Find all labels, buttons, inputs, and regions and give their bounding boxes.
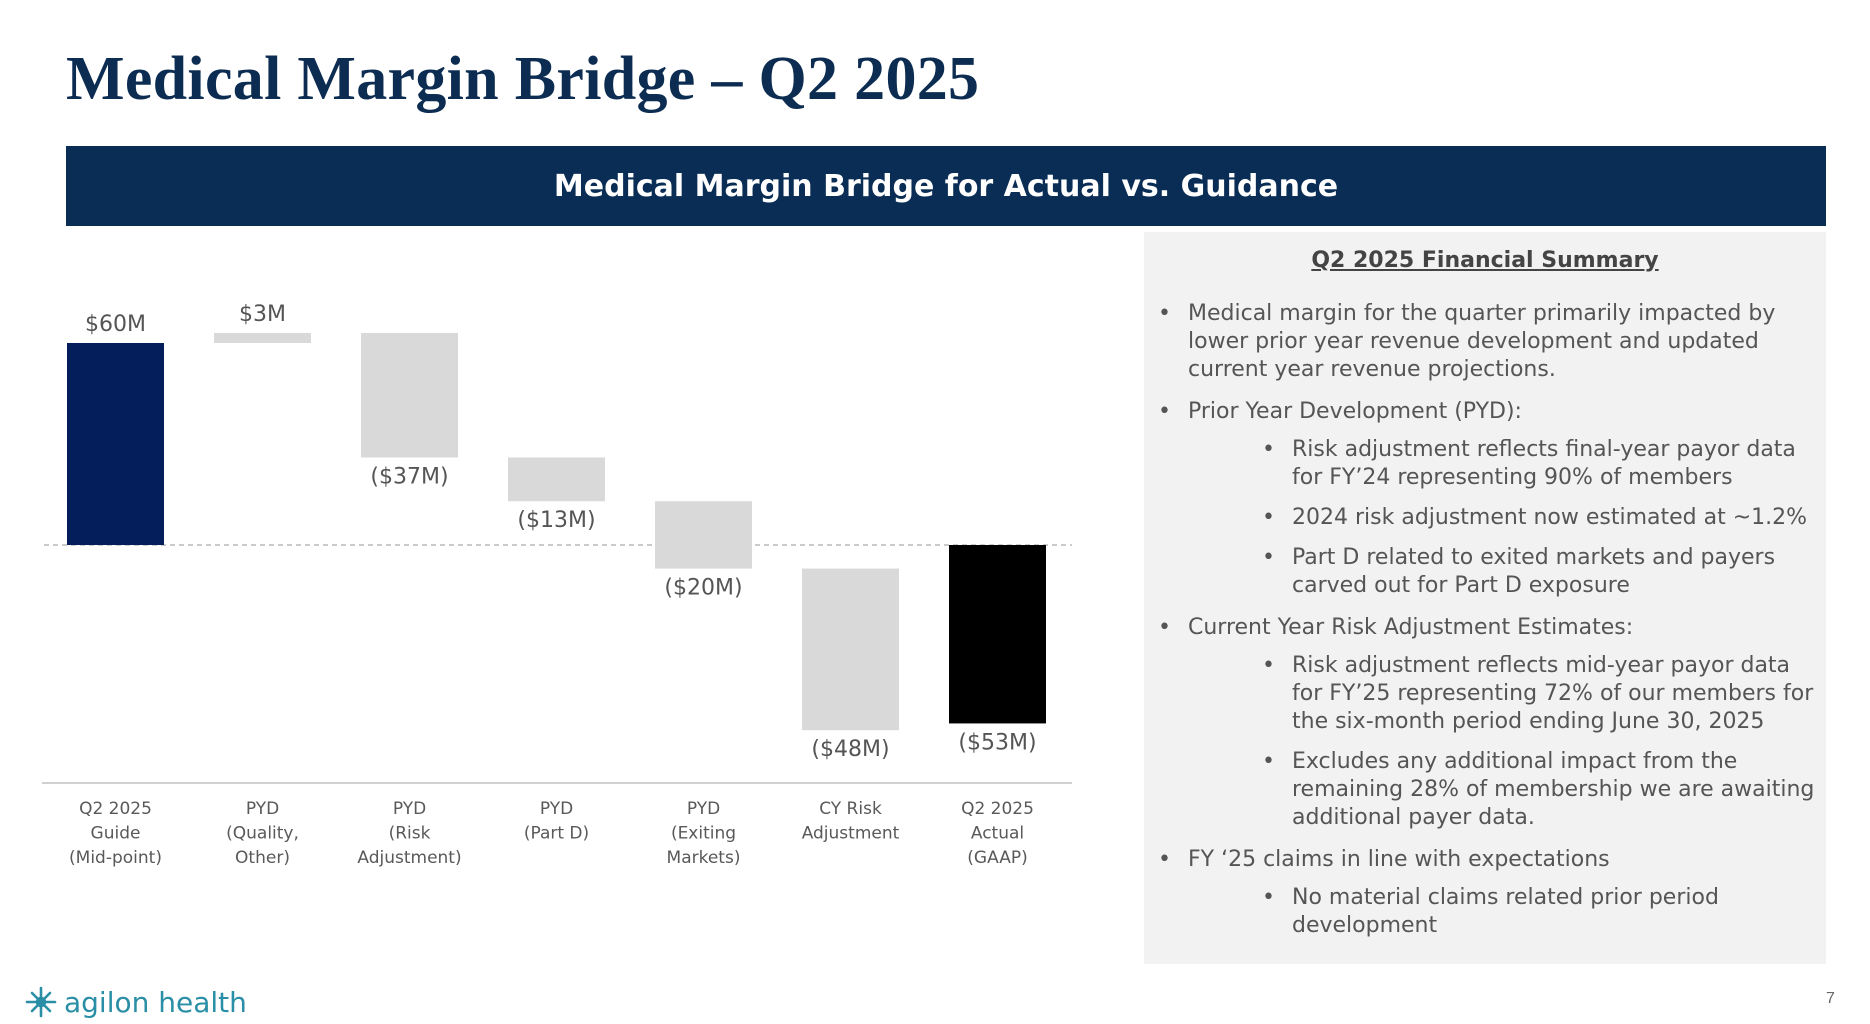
category-label: Adjustment [802,824,900,844]
summary-list: Medical margin for the quarter primarily… [1158,300,1818,954]
waterfall-bar [802,568,899,731]
category-label: (Risk [389,824,431,844]
summary-subitem-text: Part D related to exited markets and pay… [1292,545,1776,598]
summary-subitem-text: 2024 risk adjustment now estimated at ~1… [1292,505,1808,530]
summary-heading: Q2 2025 Financial Summary [1311,248,1659,273]
data-label: ($13M) [517,508,595,533]
waterfall-bar [214,332,311,343]
summary-subitem: 2024 risk adjustment now estimated at ~1… [1188,504,1818,532]
category-label: PYD [393,799,426,819]
category-label: Adjustment) [357,848,461,868]
category-label: Actual [971,824,1024,844]
data-label: $60M [85,312,146,337]
summary-item: Medical margin for the quarter primarily… [1158,300,1818,384]
summary-subitem: Excludes any additional impact from the … [1188,748,1818,832]
waterfall-bar [655,501,752,569]
waterfall-bar [67,343,164,545]
page-number: 7 [1826,990,1835,1007]
summary-subitem-text: Risk adjustment reflects mid-year payor … [1292,653,1814,734]
logo-text: agilon health [64,985,247,1019]
summary-item: FY ‘25 claims in line with expectations … [1158,846,1818,940]
category-label: Q2 2025 [79,799,152,819]
summary-item-text: Medical margin for the quarter primarily… [1188,301,1776,382]
category-label: Q2 2025 [961,799,1034,819]
financial-summary-panel: Q2 2025 Financial Summary Medical margin… [1144,232,1826,964]
category-label: Other) [235,848,290,868]
category-label: (Exiting [671,824,736,844]
summary-subitem-text: No material claims related prior period … [1292,885,1719,938]
summary-item: Prior Year Development (PYD): Risk adjus… [1158,398,1818,600]
data-label: ($20M) [664,576,742,601]
summary-item-text: Prior Year Development (PYD): [1188,399,1522,424]
summary-subitem: Risk adjustment reflects mid-year payor … [1188,652,1818,736]
category-label: Markets) [667,848,741,868]
summary-subitem: Risk adjustment reflects final-year payo… [1188,436,1818,492]
category-label: (Mid-point) [69,848,162,868]
summary-item-text: Current Year Risk Adjustment Estimates: [1188,615,1634,640]
category-label: (Quality, [226,824,299,844]
category-label: CY Risk [819,799,882,819]
waterfall-chart: $60M Q2 2025 Guide (Mid-point) $3M PYD (Qualit… [0,230,1140,910]
category-label: PYD [246,799,279,819]
chart-banner: Medical Margin Bridge for Actual vs. Gui… [66,146,1826,226]
category-label: Guide [91,824,141,844]
banner-text: Medical Margin Bridge for Actual vs. Gui… [553,168,1339,204]
waterfall-bar [361,332,458,458]
data-label: $3M [239,302,286,327]
logo-icon [25,986,57,1018]
category-label: PYD [687,799,720,819]
summary-item: Current Year Risk Adjustment Estimates: … [1158,614,1818,832]
company-logo: agilon health [24,985,247,1019]
summary-subitem: No material claims related prior period … [1188,884,1818,940]
summary-subitem-text: Risk adjustment reflects final-year payo… [1292,437,1796,490]
category-label: (GAAP) [967,848,1027,868]
summary-item-text: FY ‘25 claims in line with expectations [1188,847,1610,872]
category-label: PYD [540,799,573,819]
data-label: ($53M) [958,730,1036,755]
summary-subitem: Part D related to exited markets and pay… [1188,544,1818,600]
waterfall-bar [508,457,605,502]
category-label: (Part D) [524,824,589,844]
waterfall-bar [949,545,1046,724]
waterfall-chart-svg: $60M Q2 2025 Guide (Mid-point) $3M PYD (Qualit… [42,302,1072,868]
data-label: ($37M) [370,464,448,489]
summary-subitem-text: Excludes any additional impact from the … [1292,749,1815,830]
page-title: Medical Margin Bridge – Q2 2025 [66,45,980,113]
data-label: ($48M) [811,737,889,762]
